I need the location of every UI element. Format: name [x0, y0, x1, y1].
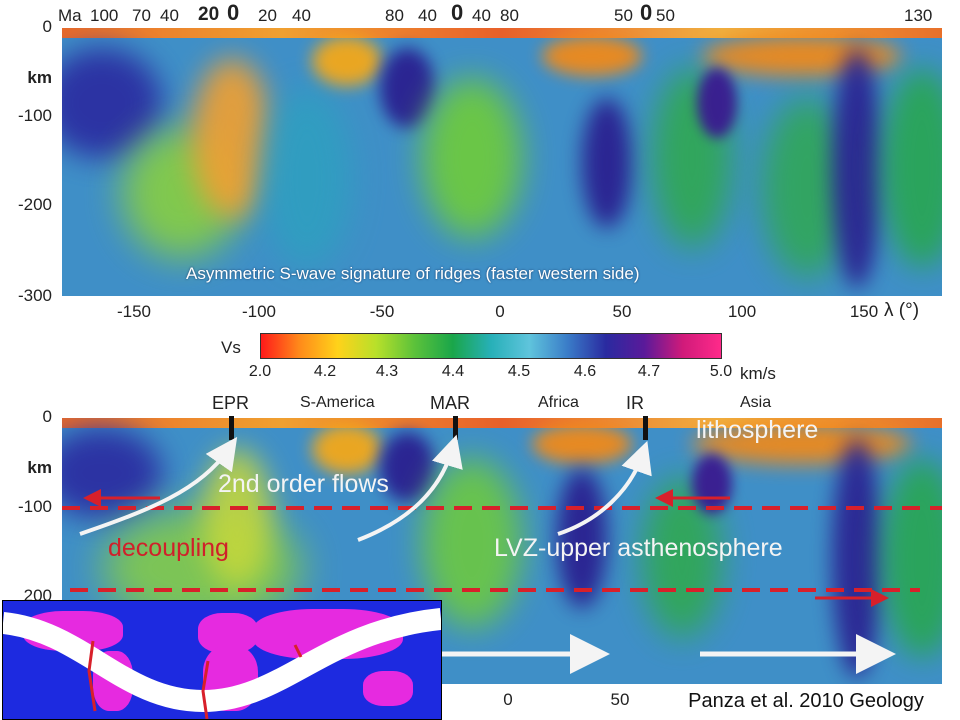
age-tick: 40	[418, 6, 437, 25]
region-label-africa: Africa	[538, 394, 579, 411]
flow-arrow-mar	[357, 434, 463, 542]
colorbar-tick: 2.0	[248, 363, 272, 380]
mar-slow-anomaly	[422, 458, 522, 628]
colorbar-tick: 5.0	[709, 363, 733, 380]
colorbar-tick: 4.2	[313, 363, 337, 380]
ridge-marker-ir	[643, 416, 648, 440]
x-tick: -100	[241, 302, 277, 321]
age-tick: 40	[472, 6, 491, 25]
colorbar-tick: 4.4	[441, 363, 465, 380]
surface-layer	[62, 28, 942, 38]
fast-anomaly	[380, 48, 435, 128]
fast-anomaly	[832, 48, 882, 288]
colorbar-tick: 4.7	[637, 363, 661, 380]
mar-ridge-trace	[201, 660, 210, 719]
fast-anomaly	[262, 88, 352, 268]
top-tomography-section: Asymmetric S-wave signature of ridges (f…	[62, 28, 942, 296]
age-tick: 80	[500, 6, 519, 25]
ridge-label-ir: IR	[626, 393, 644, 413]
age-axis-label: Ma	[58, 6, 82, 25]
age-tick: 0	[640, 0, 653, 25]
fast-anomaly	[62, 48, 162, 158]
colorbar-label: Vs	[221, 338, 241, 357]
age-tick: 130	[904, 6, 933, 25]
y-axis-unit: km	[27, 458, 52, 477]
slow-anomaly	[312, 36, 382, 86]
x-tick: -150	[116, 302, 152, 321]
inset-world-map	[2, 600, 442, 720]
decoupling-label: decoupling	[108, 534, 229, 562]
x-tick: -50	[369, 302, 395, 321]
age-tick: 80	[385, 6, 404, 25]
fast-anomaly	[557, 468, 607, 608]
top-panel-caption: Asymmetric S-wave signature of ridges (f…	[186, 264, 640, 283]
australia-landmass	[363, 671, 413, 706]
fast-anomaly	[62, 428, 162, 518]
mar-slow-anomaly	[422, 78, 522, 238]
fast-anomaly	[697, 68, 737, 138]
ridge-marker-mar	[453, 416, 458, 440]
colorbar-unit: km/s	[740, 364, 776, 383]
colorbar-tick: 4.5	[507, 363, 531, 380]
colorbar-gradient	[260, 333, 722, 359]
x-tick: 50	[612, 302, 632, 321]
track-band	[3, 608, 441, 713]
y-tick: -200	[17, 195, 52, 214]
age-tick: 20	[258, 6, 277, 25]
great-circle-track	[3, 608, 441, 719]
y-tick: 0	[42, 17, 52, 36]
epr-ridge-trace	[87, 640, 97, 712]
citation-credit: Panza et al. 2010 Geology	[656, 684, 956, 718]
ridge-label-epr: EPR	[212, 393, 250, 413]
age-tick: 20	[198, 4, 220, 25]
y-tick: -300	[17, 286, 52, 305]
surface-layer	[62, 418, 942, 428]
x-tick: 50	[610, 690, 630, 709]
age-tick: 0	[227, 0, 240, 25]
x-tick: 0	[495, 302, 505, 321]
colorbar-tick: 4.3	[375, 363, 399, 380]
y-tick: -100	[17, 497, 52, 516]
slow-anomaly	[692, 424, 912, 464]
colorbar-tick: 4.6	[573, 363, 597, 380]
x-axis-label: λ (°)	[884, 300, 920, 321]
lvz-label: LVZ-upper asthenosphere	[494, 534, 783, 562]
age-tick: 0	[451, 0, 464, 25]
flows-label: 2nd order flows	[218, 470, 389, 498]
ridge-label-mar: MAR	[430, 393, 470, 413]
x-tick: 0	[503, 690, 513, 709]
fast-anomaly	[692, 454, 732, 514]
y-axis-unit: km	[27, 68, 52, 87]
region-label-s-america: S-America	[300, 394, 375, 411]
region-label-asia: Asia	[740, 394, 772, 411]
x-tick: 100	[727, 302, 757, 321]
flow-arrow-ir	[557, 440, 652, 536]
epr-slow-anomaly	[192, 58, 272, 218]
ridge-marker-epr	[229, 416, 234, 440]
age-tick: 100	[90, 6, 119, 25]
slow-anomaly	[542, 36, 642, 76]
age-tick: 70	[132, 6, 151, 25]
age-tick: 50	[656, 6, 675, 25]
flow-arrow-epr	[79, 436, 238, 536]
age-tick: 40	[292, 6, 311, 25]
fast-anomaly	[380, 432, 435, 502]
slow-anomaly	[882, 458, 942, 658]
slow-anomaly	[882, 68, 942, 268]
x-tick: 150	[849, 302, 879, 321]
fast-anomaly	[582, 98, 632, 228]
age-tick: 50	[614, 6, 633, 25]
slow-anomaly	[312, 424, 382, 474]
age-tick: 40	[160, 6, 179, 25]
lithosphere-label: lithosphere	[696, 416, 819, 444]
y-tick: -100	[17, 106, 52, 125]
ir-ridge-trace	[293, 644, 303, 658]
slow-anomaly	[532, 424, 632, 464]
y-tick: 0	[42, 407, 52, 426]
